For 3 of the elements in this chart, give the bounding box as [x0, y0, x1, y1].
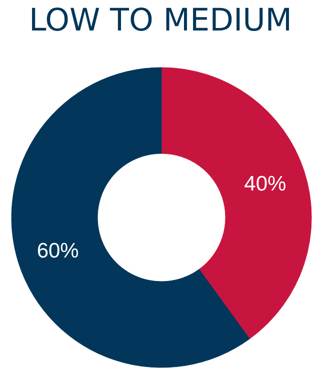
- chart-title: LOW TO MEDIUM: [28, 2, 292, 38]
- data-label: 40%: [244, 172, 286, 196]
- data-label: 60%: [36, 240, 79, 263]
